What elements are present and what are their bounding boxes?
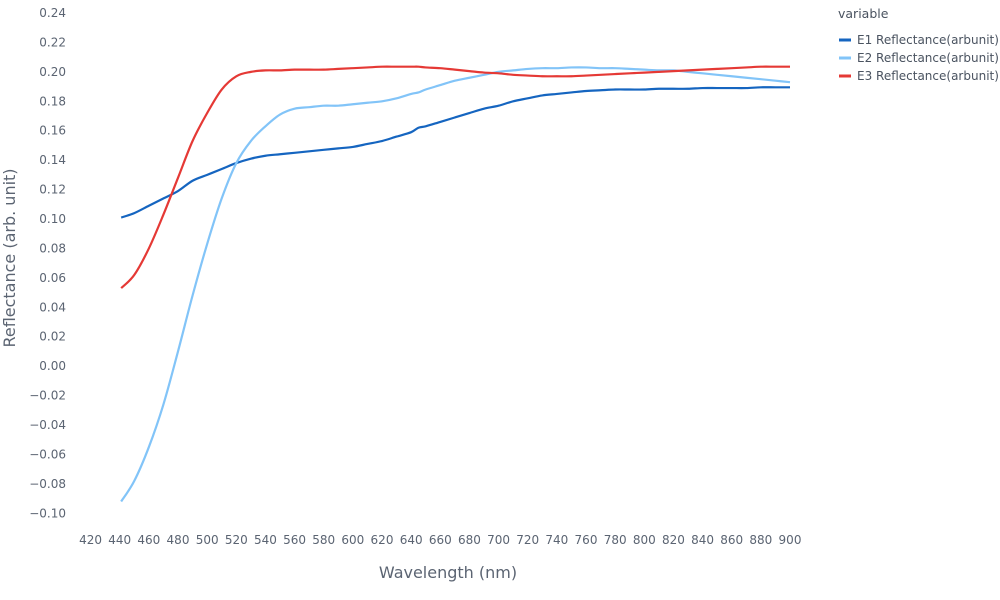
x-axis-title: Wavelength (nm) xyxy=(379,563,517,582)
x-tick-label: 780 xyxy=(604,533,627,547)
legend-label-e1: E1 Reflectance(arbunit) xyxy=(857,33,999,47)
legend-item-e1[interactable]: E1 Reflectance(arbunit) xyxy=(839,33,999,47)
legend-label-e3: E3 Reflectance(arbunit) xyxy=(857,69,999,83)
y-tick-label: 0.10 xyxy=(39,212,66,226)
y-tick-label: 0.12 xyxy=(39,183,66,197)
y-tick-label: 0.16 xyxy=(39,124,66,138)
x-tick-label: 640 xyxy=(400,533,423,547)
y-tick-label: 0.02 xyxy=(39,330,66,344)
y-tick-label: 0.00 xyxy=(39,359,66,373)
series-line-e3[interactable] xyxy=(120,65,790,289)
x-tick-label: 580 xyxy=(312,533,335,547)
y-tick-label: 0.20 xyxy=(39,65,66,79)
x-tick-label: 880 xyxy=(749,533,772,547)
y-tick-label: 0.14 xyxy=(39,153,66,167)
y-tick-label: 0.08 xyxy=(39,241,66,255)
y-tick-label: 0.24 xyxy=(39,6,66,20)
legend: variable E1 Reflectance(arbunit) E2 Refl… xyxy=(838,6,999,83)
legend-item-e3[interactable]: E3 Reflectance(arbunit) xyxy=(839,69,999,83)
x-tick-label: 540 xyxy=(254,533,277,547)
y-tick-label: 0.18 xyxy=(39,94,66,108)
y-axis-title: Reflectance (arb. unit) xyxy=(0,168,19,347)
x-tick-label: 500 xyxy=(196,533,219,547)
x-tick-label: 560 xyxy=(283,533,306,547)
legend-item-e2[interactable]: E2 Reflectance(arbunit) xyxy=(839,51,999,65)
series-line-e2[interactable] xyxy=(120,66,791,503)
x-tick-label: 900 xyxy=(779,533,802,547)
x-tick-label: 860 xyxy=(720,533,743,547)
x-tick-label: 660 xyxy=(429,533,452,547)
y-tick-label: 0.22 xyxy=(39,35,66,49)
plot-lines xyxy=(120,65,791,503)
y-tick-label: −0.04 xyxy=(29,418,66,432)
x-tick-label: 480 xyxy=(167,533,190,547)
y-tick-label: −0.02 xyxy=(29,389,66,403)
x-tick-label: 680 xyxy=(458,533,481,547)
x-tick-label: 620 xyxy=(371,533,394,547)
x-tick-label: 700 xyxy=(487,533,510,547)
y-tick-label: −0.10 xyxy=(29,506,66,520)
x-axis-ticks: 420 440 460 480 500 520 540 560 580 600 620 640 660 6… xyxy=(79,533,801,547)
y-tick-label: −0.08 xyxy=(29,477,66,491)
legend-title: variable xyxy=(838,6,889,21)
x-tick-label: 440 xyxy=(108,533,131,547)
y-tick-label: 0.04 xyxy=(39,300,66,314)
y-tick-label: −0.06 xyxy=(29,447,66,461)
x-tick-label: 740 xyxy=(545,533,568,547)
y-tick-label: 0.06 xyxy=(39,271,66,285)
legend-label-e2: E2 Reflectance(arbunit) xyxy=(857,51,999,65)
y-axis-ticks: −0.10 −0.08 −0.06 −0.04 −0.02 0.00 0.02 0.04 0.0… xyxy=(29,6,66,520)
x-tick-label: 460 xyxy=(137,533,160,547)
x-tick-label: 840 xyxy=(691,533,714,547)
x-tick-label: 600 xyxy=(341,533,364,547)
x-tick-label: 800 xyxy=(633,533,656,547)
x-tick-label: 760 xyxy=(575,533,598,547)
x-tick-label: 520 xyxy=(225,533,248,547)
x-tick-label: 820 xyxy=(662,533,685,547)
x-tick-label: 720 xyxy=(516,533,539,547)
x-tick-label: 420 xyxy=(79,533,102,547)
